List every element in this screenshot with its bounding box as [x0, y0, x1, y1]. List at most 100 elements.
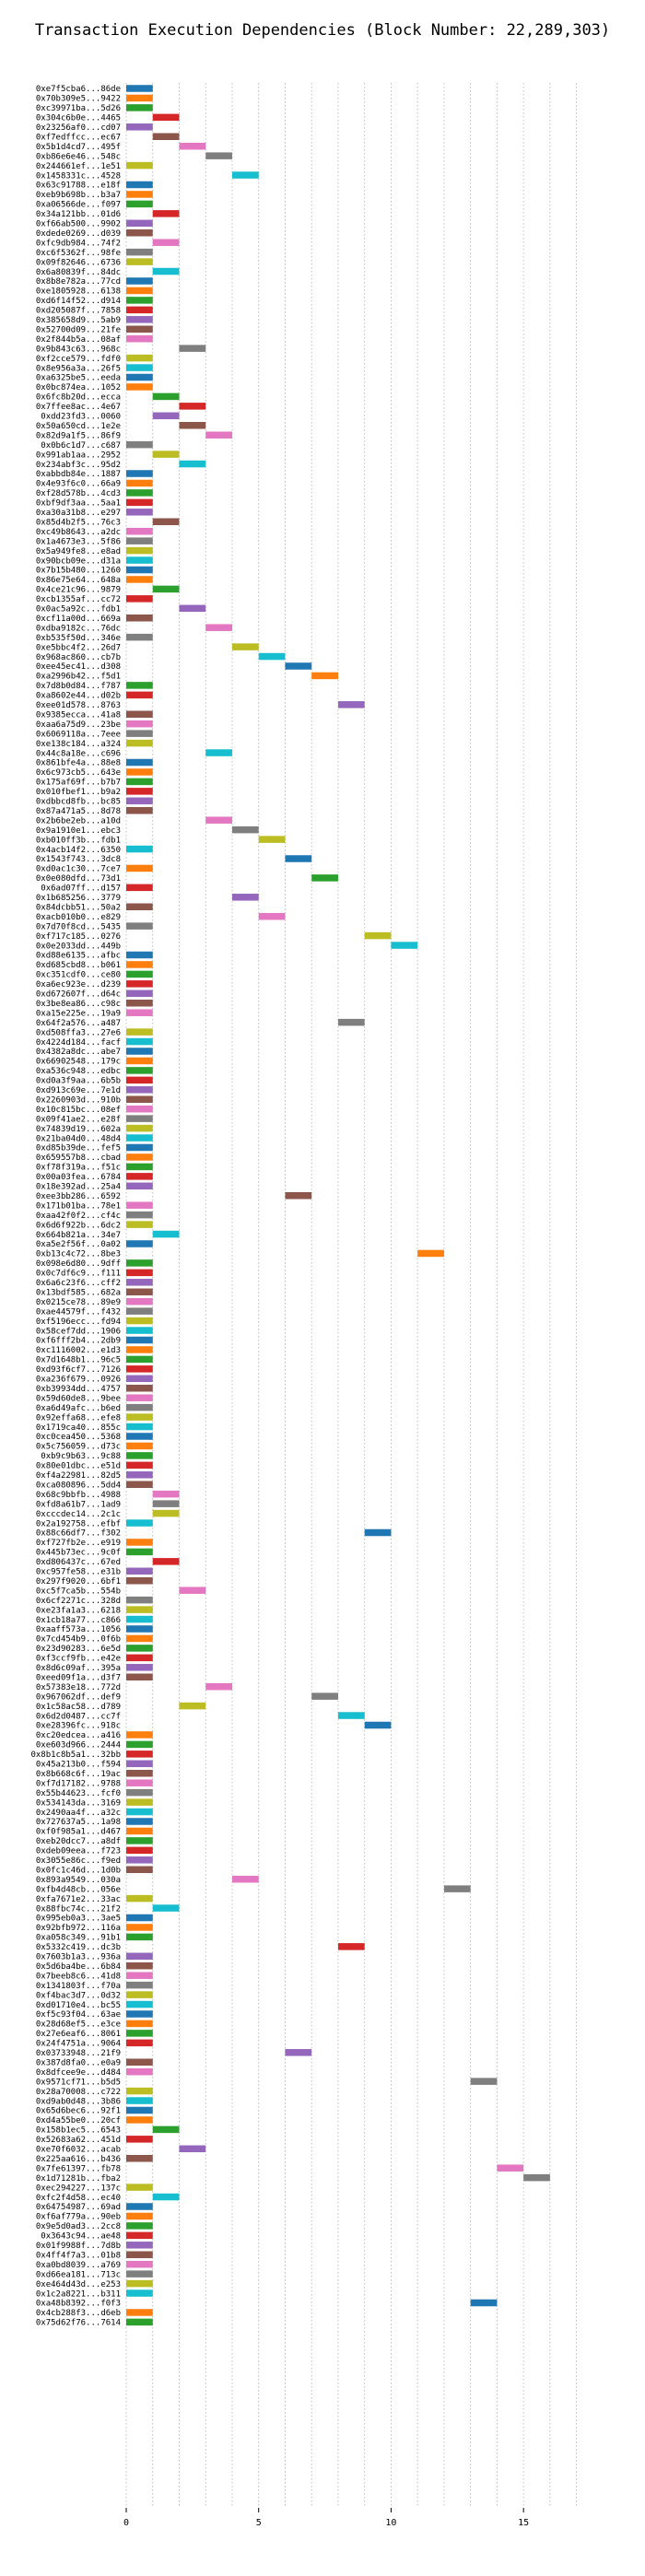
transaction-label: 0xd672607f...d64c: [36, 990, 121, 1000]
transaction-label: 0x50a650cd...1e2e: [36, 422, 121, 431]
execution-bar: [126, 1596, 153, 1604]
transaction-label: 0xd85b39de...fef5: [36, 1144, 121, 1153]
transaction-label: 0xe28396fc...918c: [36, 1722, 121, 1731]
transaction-label: 0x387d8fa0...e0a9: [36, 2058, 121, 2067]
execution-bar: [126, 1567, 153, 1575]
transaction-label: 0x21ba04d0...48d4: [36, 1134, 121, 1143]
execution-bar: [337, 1018, 365, 1026]
execution-bar: [126, 1779, 153, 1786]
transaction-label: 0xe7f5cba6...86de: [36, 85, 121, 94]
transaction-label: 0x7d8b0d84...f787: [36, 682, 121, 691]
transaction-label: 0x13bdf585...682a: [36, 1288, 121, 1297]
transaction-label: 0xc957fe58...e31b: [36, 1568, 121, 1577]
execution-bar: [126, 537, 153, 544]
execution-bar: [126, 1327, 153, 1334]
transaction-label: 0xdba9182c...76dc: [36, 624, 121, 633]
transaction-label: 0xacb010b0...e829: [36, 913, 121, 922]
execution-bar: [231, 1875, 259, 1883]
transaction-label: 0x1543f743...3dc8: [36, 855, 121, 864]
execution-bar: [126, 219, 153, 228]
x-tick-label: 0: [123, 2518, 129, 2528]
execution-bar: [205, 749, 232, 756]
execution-bar: [285, 2049, 312, 2056]
execution-bar: [126, 1634, 153, 1643]
execution-bar: [126, 94, 153, 102]
transaction-label: 0x80e01dbc...e51d: [36, 1462, 121, 1471]
execution-bars: [126, 85, 550, 2326]
transaction-label: 0xe138c184...a324: [36, 740, 121, 749]
transaction-labels: 0xe7f5cba6...86de0x70b309e5...94220xc399…: [30, 85, 121, 2327]
transaction-label: 0x6d2d0487...cc7f: [36, 1712, 121, 1721]
transaction-label: 0x01f9988f...7d8b: [36, 2242, 121, 2251]
execution-bar: [126, 1105, 153, 1113]
execution-bar: [126, 2222, 153, 2230]
execution-bar: [126, 1433, 153, 1440]
transaction-label: 0xcf11a00d...669a: [36, 615, 121, 624]
execution-bar: [443, 1885, 471, 1892]
transaction-label: 0xaa42f0f2...cf4c: [36, 1212, 121, 1221]
transaction-label: 0xd806437c...67ed: [36, 1558, 121, 1567]
transaction-label: 0xdeb09eea...f723: [36, 1847, 121, 1856]
transaction-label: 0xfd8a61b7...1ad9: [36, 1500, 121, 1509]
transaction-label: 0x7fe61397...fb78: [36, 2164, 121, 2173]
execution-bar: [126, 1770, 153, 1777]
execution-bar: [126, 884, 153, 892]
execution-bar: [126, 1336, 153, 1344]
execution-bar: [179, 345, 206, 352]
transaction-label: 0x7d70f8cd...5435: [36, 922, 121, 931]
execution-bar: [523, 2173, 550, 2182]
execution-bar: [126, 989, 153, 998]
execution-bar: [126, 1760, 153, 1768]
execution-bar: [126, 845, 153, 853]
transaction-label: 0xf66ab500...9902: [36, 220, 121, 229]
transaction-label: 0x991ab1aa...2952: [36, 451, 121, 460]
execution-bar: [126, 903, 153, 910]
execution-bar: [126, 1385, 153, 1392]
execution-bar: [126, 1009, 153, 1016]
execution-bar: [126, 2251, 153, 2258]
execution-bar: [126, 489, 153, 497]
execution-bar: [126, 2231, 153, 2240]
execution-bar: [126, 1452, 153, 1459]
execution-bar: [126, 2020, 153, 2028]
x-axis: 0 5 10 15: [123, 2508, 529, 2528]
execution-bar: [126, 566, 153, 574]
execution-bar: [126, 1403, 153, 1411]
transaction-label: 0xcccdec14...2c1c: [36, 1510, 121, 1519]
execution-bar: [126, 2067, 153, 2076]
execution-bar: [126, 2270, 153, 2277]
execution-bar: [126, 1307, 153, 1315]
execution-bar: [337, 1943, 365, 1950]
transaction-label: 0x4382a8dc...abe7: [36, 1048, 121, 1057]
execution-bar: [126, 807, 153, 814]
execution-bar: [152, 113, 180, 122]
execution-bar: [126, 325, 153, 333]
transaction-label: 0x9385ecca...41a8: [36, 710, 121, 720]
transaction-label: 0x84dcbb51...50a2: [36, 903, 121, 912]
execution-bar: [126, 1115, 153, 1122]
transaction-label: 0x6a80839f...84dc: [36, 268, 121, 277]
execution-bar: [126, 181, 153, 189]
transaction-label: 0x0c7df6c9...f111: [36, 1270, 121, 1279]
execution-bar: [152, 1904, 180, 1912]
transaction-label: 0xa6d49afc...b6ed: [36, 1404, 121, 1413]
execution-bar: [126, 1240, 153, 1247]
transaction-label: 0xc49b8643...a2dc: [36, 528, 121, 537]
transaction-label: 0x175af69f...b7b7: [36, 779, 121, 788]
execution-bar: [126, 2106, 153, 2114]
transaction-label: 0xaa6a75d9...23be: [36, 720, 121, 730]
transaction-label: 0x70b309e5...9422: [36, 95, 121, 104]
transaction-label: 0xf4bac3d7...0d32: [36, 1991, 121, 2000]
execution-bar: [126, 1798, 153, 1806]
execution-bar: [126, 1086, 153, 1094]
execution-bar: [285, 855, 312, 862]
execution-bar: [126, 287, 153, 295]
execution-bar: [126, 1837, 153, 1844]
transaction-label: 0xd66ea181...713c: [36, 2270, 121, 2279]
execution-bar: [126, 191, 153, 198]
execution-bar: [126, 1654, 153, 1662]
execution-bar: [126, 306, 153, 314]
transaction-label: 0xae44579f...f432: [36, 1307, 121, 1317]
execution-bar: [126, 1346, 153, 1353]
execution-bar: [126, 1067, 153, 1074]
